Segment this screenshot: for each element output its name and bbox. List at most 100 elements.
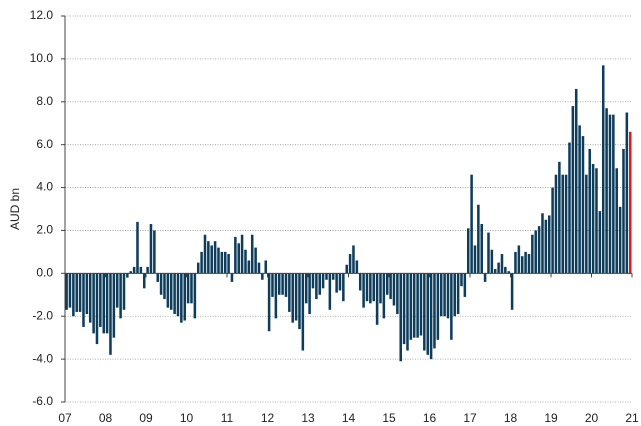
bar xyxy=(608,114,612,274)
bar xyxy=(173,273,176,315)
bar xyxy=(507,271,511,274)
bar xyxy=(470,174,473,274)
bar xyxy=(446,273,450,319)
bar xyxy=(527,254,531,274)
bar xyxy=(561,174,564,274)
bar xyxy=(277,273,281,295)
bar xyxy=(237,243,240,274)
bar xyxy=(426,273,430,355)
bar xyxy=(382,273,386,319)
x-tick-label: 16 xyxy=(423,411,437,425)
bar xyxy=(372,273,375,302)
y-tick-label: -2.0 xyxy=(32,308,53,322)
bar xyxy=(439,273,443,317)
bar xyxy=(244,249,247,274)
bar xyxy=(466,228,470,274)
bar xyxy=(298,273,301,330)
bar xyxy=(436,273,440,340)
x-tick-label: 18 xyxy=(504,411,518,425)
bar xyxy=(429,273,433,360)
bar xyxy=(571,106,575,274)
bar xyxy=(254,247,257,274)
bar xyxy=(95,273,99,345)
bar xyxy=(274,273,278,319)
bar xyxy=(622,148,625,274)
bar xyxy=(203,234,207,274)
bar xyxy=(497,262,500,274)
bar xyxy=(261,273,264,280)
bar xyxy=(210,245,213,274)
bar xyxy=(325,273,328,280)
y-tick-label: -4.0 xyxy=(32,351,53,365)
bar xyxy=(358,273,362,291)
bar xyxy=(399,273,402,362)
bar xyxy=(142,273,146,289)
bar xyxy=(558,161,561,274)
bar xyxy=(618,206,622,274)
bar xyxy=(75,273,78,312)
bar xyxy=(335,273,338,293)
bar xyxy=(328,273,332,310)
bar xyxy=(183,273,187,321)
bar xyxy=(490,249,494,274)
x-tick-label: 10 xyxy=(180,411,194,425)
bar xyxy=(365,273,369,302)
bar xyxy=(416,273,419,338)
x-tick-label: 17 xyxy=(463,411,477,425)
bar xyxy=(169,273,173,310)
bar xyxy=(500,254,504,274)
bar xyxy=(240,234,244,274)
bar xyxy=(156,273,159,282)
x-tick-label: 07 xyxy=(58,411,72,425)
bar xyxy=(190,273,193,304)
bar xyxy=(369,273,372,304)
y-axis-label: AUD bn xyxy=(8,188,22,230)
bar xyxy=(504,266,507,274)
bar xyxy=(78,273,82,312)
bar xyxy=(146,266,149,274)
bar xyxy=(308,273,311,315)
bar xyxy=(345,264,349,274)
bar xyxy=(581,136,585,274)
bar xyxy=(166,273,170,308)
bar xyxy=(551,187,554,274)
bar xyxy=(392,273,396,306)
x-tick-label: 15 xyxy=(382,411,396,425)
bar xyxy=(379,273,382,304)
bar xyxy=(524,251,527,274)
bar xyxy=(92,273,95,334)
bar xyxy=(99,273,102,327)
bar xyxy=(136,221,139,274)
bar xyxy=(598,211,602,274)
bar xyxy=(419,273,423,336)
y-tick-label: -6.0 xyxy=(32,394,53,408)
bar xyxy=(375,273,379,325)
bar xyxy=(493,269,497,274)
x-tick-label: 12 xyxy=(261,411,275,425)
bar xyxy=(456,273,460,315)
bar xyxy=(159,273,163,295)
bar xyxy=(186,273,190,304)
bar xyxy=(149,224,153,274)
bar xyxy=(180,273,183,323)
bar xyxy=(102,273,106,334)
bar xyxy=(460,273,463,287)
bar xyxy=(574,88,578,274)
bar xyxy=(338,273,342,291)
bar xyxy=(463,273,467,297)
bar xyxy=(480,224,483,274)
y-tick-label: 0.0 xyxy=(36,266,53,280)
bar xyxy=(615,168,618,274)
bar xyxy=(591,163,595,274)
bar xyxy=(284,273,288,297)
bar xyxy=(510,273,514,310)
bar xyxy=(132,266,136,274)
bar xyxy=(119,273,122,319)
bar xyxy=(487,232,490,274)
bar xyxy=(406,273,409,351)
bar xyxy=(176,273,180,317)
y-tick-label: 6.0 xyxy=(36,137,53,151)
bar xyxy=(605,108,608,274)
bar xyxy=(389,273,392,300)
